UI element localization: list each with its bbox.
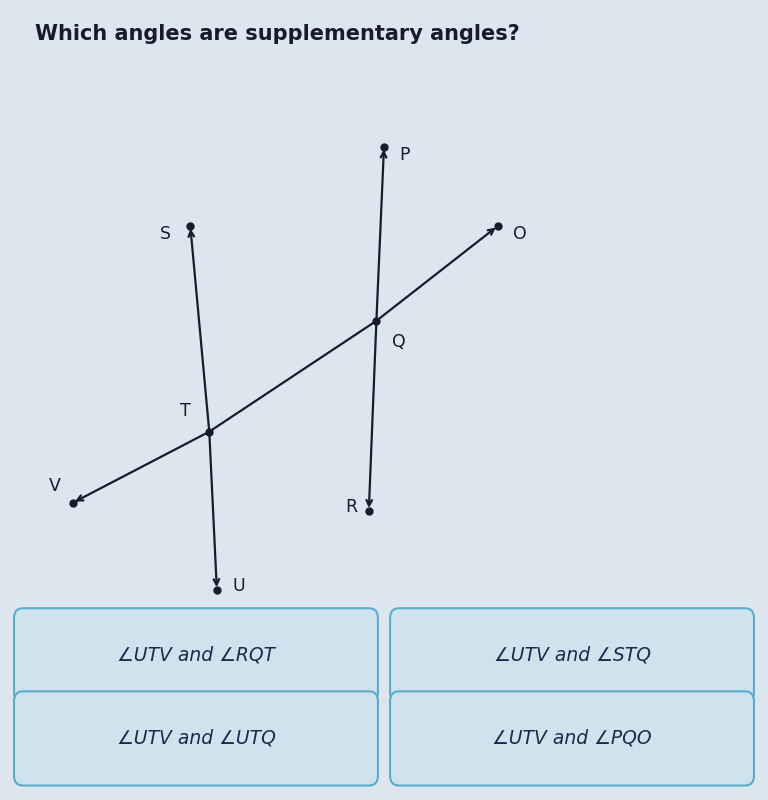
FancyBboxPatch shape — [390, 691, 754, 786]
Text: R: R — [346, 498, 357, 516]
Text: V: V — [49, 477, 61, 495]
Text: T: T — [180, 402, 190, 420]
Text: Q: Q — [392, 333, 406, 350]
Text: ∠UTV and ∠PQO: ∠UTV and ∠PQO — [492, 729, 652, 748]
FancyBboxPatch shape — [14, 691, 378, 786]
Text: S: S — [161, 225, 171, 242]
Text: ∠UTV and ∠UTQ: ∠UTV and ∠UTQ — [117, 729, 276, 748]
Text: P: P — [399, 146, 409, 163]
Text: ∠UTV and ∠RQT: ∠UTV and ∠RQT — [117, 646, 275, 665]
Text: Which angles are supplementary angles?: Which angles are supplementary angles? — [35, 24, 519, 44]
Text: U: U — [232, 577, 245, 595]
FancyBboxPatch shape — [14, 608, 378, 702]
Text: ∠UTV and ∠STQ: ∠UTV and ∠STQ — [494, 646, 650, 665]
Text: O: O — [513, 225, 527, 242]
FancyBboxPatch shape — [390, 608, 754, 702]
